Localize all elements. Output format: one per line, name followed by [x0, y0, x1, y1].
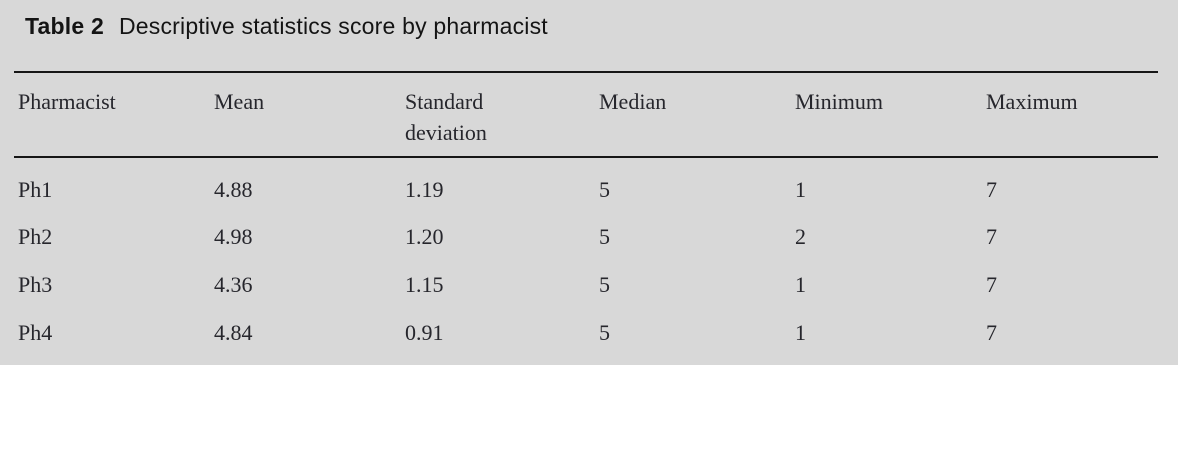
table-cell: Ph3	[18, 272, 53, 297]
table-row-ph1: Ph1 4.88 1.19 5 1 7	[14, 157, 1158, 213]
table-row-ph3: Ph3 4.36 1.15 5 1 7	[14, 261, 1158, 309]
table-cell: 1.20	[405, 224, 444, 249]
column-header-median: Median	[595, 71, 791, 158]
column-header-mean: Mean	[210, 71, 401, 158]
table-cell: 4.84	[214, 320, 253, 345]
table-cell: 7	[986, 224, 997, 249]
column-header-standard-deviation-text: Standard deviation	[405, 89, 487, 145]
table-header: Pharmacist Mean Standard deviation Media…	[14, 71, 1158, 158]
table-cell: 5	[599, 272, 610, 297]
table-caption: Table 2 Descriptive statistics score by p…	[25, 13, 548, 40]
table-row-ph2: Ph2 4.98 1.20 5 2 7	[14, 213, 1158, 261]
table-cell: Ph2	[18, 224, 53, 249]
column-header-minimum: Minimum	[791, 71, 982, 158]
table-cell: 7	[986, 320, 997, 345]
table-cell: 2	[795, 224, 806, 249]
table-cell: 5	[599, 320, 610, 345]
table-cell: Ph4	[18, 320, 53, 345]
header-row: Pharmacist Mean Standard deviation Media…	[14, 71, 1158, 158]
table-cell: 1.19	[405, 176, 444, 202]
table-caption-text: Descriptive statistics score by pharmaci…	[118, 13, 548, 39]
table-cell: 7	[986, 176, 997, 202]
stats-table: Pharmacist Mean Standard deviation Media…	[14, 71, 1158, 357]
table-cell: 5	[599, 224, 610, 249]
table-cell: 1	[795, 176, 806, 202]
table-cell: 4.36	[214, 272, 253, 297]
table-cell: 1	[795, 272, 806, 297]
table-cell: Ph1	[18, 176, 53, 202]
table-cell: 1.15	[405, 272, 444, 297]
table-row-ph4: Ph4 4.84 0.91 5 1 7	[14, 309, 1158, 357]
column-header-standard-deviation: Standard deviation	[401, 71, 595, 158]
column-header-maximum: Maximum	[982, 71, 1158, 158]
table-cell: 0.91	[405, 320, 444, 345]
table-cell: 4.98	[214, 224, 253, 249]
table-cell: 5	[599, 176, 610, 202]
table-label: Table 2	[25, 13, 104, 39]
table-body: Ph1 4.88 1.19 5 1 7 Ph2 4.98 1.20 5 2 7 …	[14, 157, 1158, 357]
column-header-pharmacist: Pharmacist	[14, 71, 210, 158]
table-cell: 1	[795, 320, 806, 345]
table-cell: 7	[986, 272, 997, 297]
table-panel: Table 2 Descriptive statistics score by p…	[0, 0, 1178, 365]
table-cell: 4.88	[214, 176, 253, 202]
